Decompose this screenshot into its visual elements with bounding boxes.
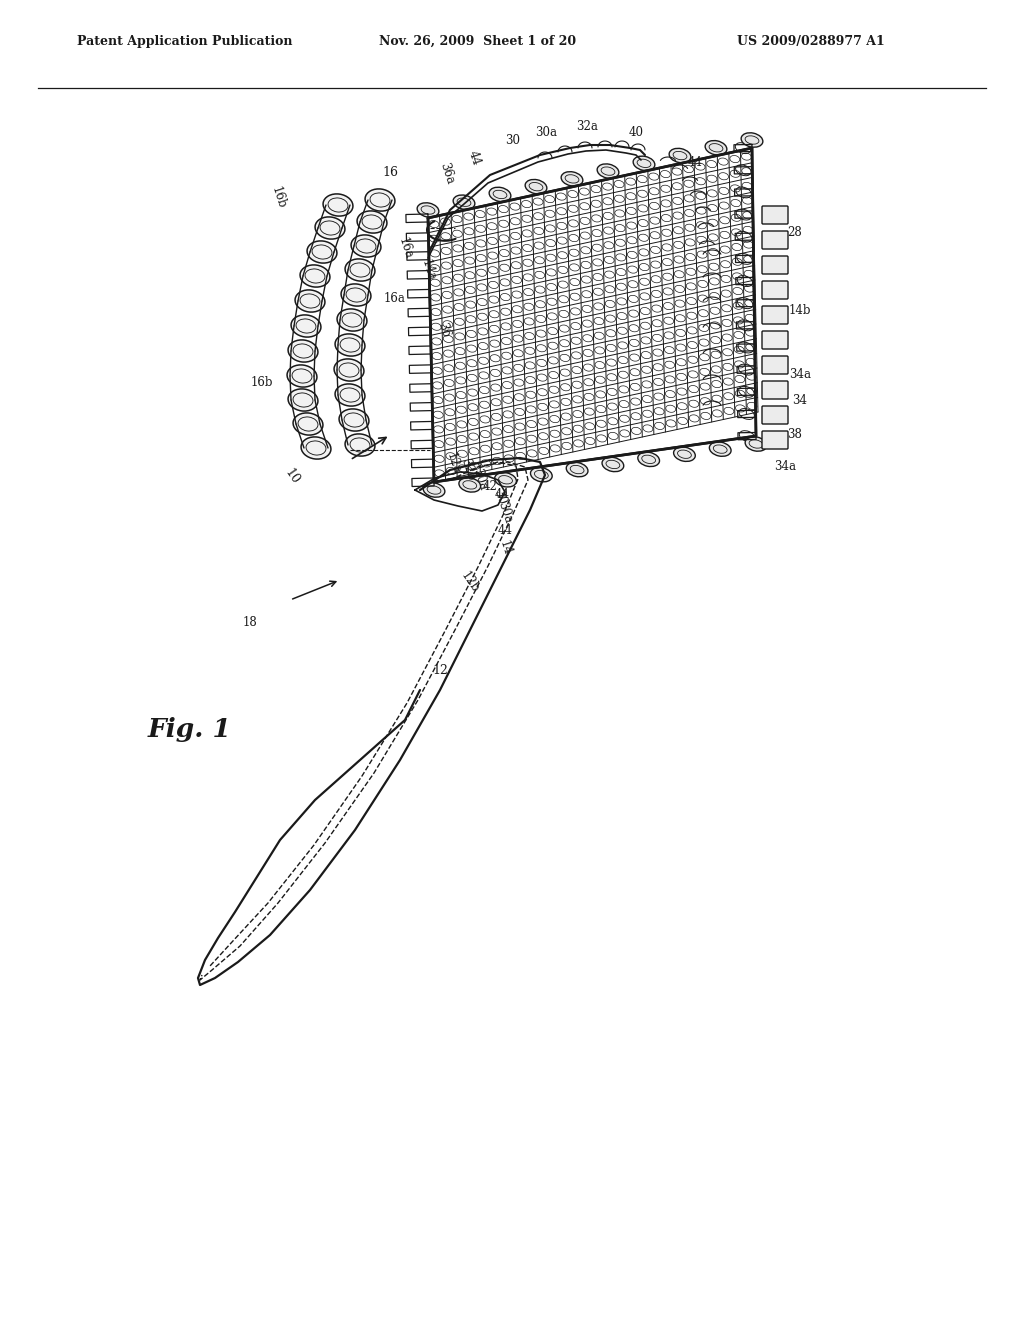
FancyBboxPatch shape bbox=[762, 231, 788, 249]
Text: 16b: 16b bbox=[251, 375, 273, 388]
Ellipse shape bbox=[357, 211, 387, 234]
Ellipse shape bbox=[293, 413, 323, 436]
Ellipse shape bbox=[307, 242, 337, 263]
Text: 44: 44 bbox=[498, 524, 512, 536]
Text: 38: 38 bbox=[787, 429, 803, 441]
Ellipse shape bbox=[706, 140, 727, 154]
Text: Nov. 26, 2009  Sheet 1 of 20: Nov. 26, 2009 Sheet 1 of 20 bbox=[379, 34, 577, 48]
Ellipse shape bbox=[315, 216, 345, 239]
Ellipse shape bbox=[741, 133, 763, 148]
Ellipse shape bbox=[566, 462, 588, 477]
Ellipse shape bbox=[597, 164, 618, 178]
Ellipse shape bbox=[710, 442, 731, 457]
FancyBboxPatch shape bbox=[762, 407, 788, 424]
Text: 42: 42 bbox=[482, 480, 498, 494]
FancyBboxPatch shape bbox=[762, 381, 788, 399]
Ellipse shape bbox=[366, 189, 395, 211]
Text: 34a: 34a bbox=[790, 368, 811, 381]
Text: 44: 44 bbox=[466, 149, 482, 168]
Ellipse shape bbox=[489, 187, 511, 202]
Ellipse shape bbox=[335, 334, 365, 356]
Text: 44: 44 bbox=[495, 487, 510, 500]
Ellipse shape bbox=[602, 457, 624, 471]
Text: 44: 44 bbox=[687, 156, 702, 169]
Text: 30: 30 bbox=[506, 133, 520, 147]
Text: 18: 18 bbox=[243, 615, 257, 628]
Ellipse shape bbox=[288, 389, 317, 411]
Ellipse shape bbox=[345, 259, 375, 281]
Ellipse shape bbox=[337, 309, 367, 331]
Ellipse shape bbox=[745, 437, 767, 451]
FancyBboxPatch shape bbox=[762, 331, 788, 348]
FancyBboxPatch shape bbox=[762, 306, 788, 323]
Ellipse shape bbox=[300, 265, 330, 286]
Ellipse shape bbox=[669, 148, 691, 162]
Text: 34: 34 bbox=[793, 393, 808, 407]
Text: 32a: 32a bbox=[577, 120, 598, 133]
Ellipse shape bbox=[417, 203, 439, 218]
Text: 40: 40 bbox=[629, 125, 643, 139]
Ellipse shape bbox=[633, 156, 655, 170]
Text: 14a: 14a bbox=[419, 257, 437, 282]
Ellipse shape bbox=[341, 284, 371, 306]
Ellipse shape bbox=[530, 467, 552, 482]
Text: 16a: 16a bbox=[395, 235, 415, 260]
Ellipse shape bbox=[323, 194, 353, 216]
Text: 30: 30 bbox=[492, 488, 509, 506]
Text: 12b: 12b bbox=[459, 569, 481, 595]
Text: 30a: 30a bbox=[496, 499, 515, 524]
Ellipse shape bbox=[335, 384, 365, 407]
FancyBboxPatch shape bbox=[762, 256, 788, 275]
Ellipse shape bbox=[295, 290, 325, 312]
Text: Patent Application Publication: Patent Application Publication bbox=[77, 34, 292, 48]
FancyBboxPatch shape bbox=[762, 281, 788, 300]
Text: 12a: 12a bbox=[443, 450, 463, 475]
Text: 30a: 30a bbox=[470, 466, 489, 491]
Ellipse shape bbox=[339, 409, 369, 432]
Text: 16: 16 bbox=[382, 166, 398, 180]
Ellipse shape bbox=[561, 172, 583, 186]
Text: 14b: 14b bbox=[788, 304, 811, 317]
FancyBboxPatch shape bbox=[762, 206, 788, 224]
Text: 36a: 36a bbox=[437, 161, 457, 186]
Text: 14: 14 bbox=[497, 539, 513, 557]
FancyBboxPatch shape bbox=[762, 432, 788, 449]
Text: 30a: 30a bbox=[535, 127, 557, 140]
Text: 12: 12 bbox=[432, 664, 447, 676]
Text: 10: 10 bbox=[282, 467, 302, 487]
Ellipse shape bbox=[345, 434, 375, 457]
Text: 36: 36 bbox=[435, 321, 453, 339]
Ellipse shape bbox=[291, 315, 321, 337]
Ellipse shape bbox=[288, 341, 317, 362]
Text: 16a: 16a bbox=[384, 292, 406, 305]
FancyBboxPatch shape bbox=[762, 356, 788, 374]
Ellipse shape bbox=[423, 483, 444, 498]
Text: 28: 28 bbox=[787, 227, 803, 239]
Ellipse shape bbox=[459, 478, 480, 492]
Ellipse shape bbox=[638, 453, 659, 466]
Ellipse shape bbox=[351, 235, 381, 257]
Ellipse shape bbox=[454, 195, 475, 210]
Text: 34a: 34a bbox=[774, 461, 796, 474]
Text: 16b: 16b bbox=[268, 185, 288, 211]
Ellipse shape bbox=[334, 359, 364, 381]
Text: Fig. 1: Fig. 1 bbox=[148, 718, 231, 742]
Ellipse shape bbox=[495, 473, 516, 487]
Ellipse shape bbox=[674, 447, 695, 462]
Ellipse shape bbox=[525, 180, 547, 194]
Text: 32b: 32b bbox=[459, 457, 477, 483]
Ellipse shape bbox=[301, 437, 331, 459]
Ellipse shape bbox=[287, 364, 317, 387]
Text: US 2009/0288977 A1: US 2009/0288977 A1 bbox=[737, 34, 885, 48]
